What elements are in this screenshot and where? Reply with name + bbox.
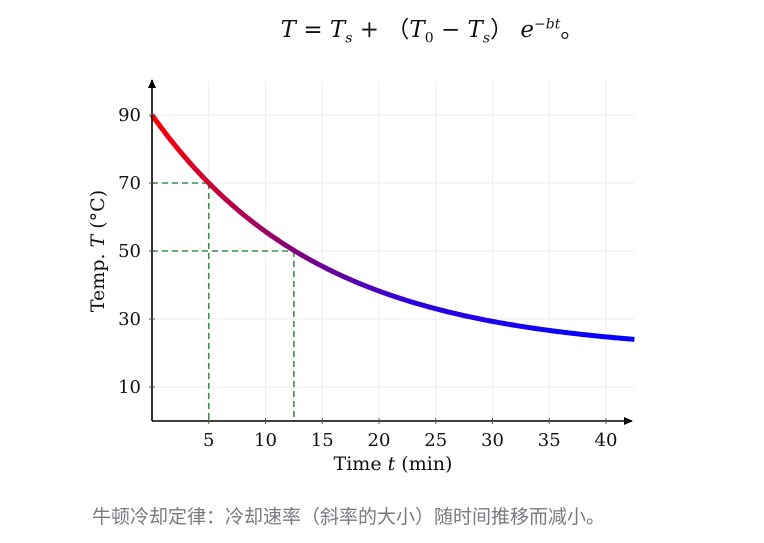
- grid-lines: [152, 81, 635, 421]
- y-tick-label: 50: [118, 241, 141, 262]
- formula-exp: −bt: [534, 16, 561, 33]
- formula: T = Ts + （T0 − Ts） e−bt。: [0, 10, 764, 47]
- formula-ts: T: [329, 17, 346, 43]
- formula-lhs: T: [280, 17, 297, 43]
- y-tick-label: 30: [118, 309, 141, 330]
- caption: 牛顿冷却定律：冷却速率（斜率的大小）随时间推移而减小。: [92, 506, 606, 528]
- x-axis-label: Time t (min): [334, 453, 453, 475]
- formula-ts-sub: s: [345, 30, 353, 47]
- y-tick-label: 10: [118, 377, 141, 398]
- formula-t0: T: [409, 17, 425, 43]
- x-tick-label: 15: [311, 430, 334, 451]
- x-tick-label: 25: [424, 430, 447, 451]
- formula-ts2: T: [467, 17, 483, 43]
- formula-plus: +: [359, 17, 380, 43]
- y-axis-label: Temp. T (°C): [87, 190, 109, 312]
- temperature-curve: [149, 113, 635, 342]
- formula-open: （: [386, 17, 410, 43]
- formula-close: ）: [490, 17, 514, 43]
- formula-minus: −: [440, 17, 461, 43]
- formula-e: e: [520, 17, 534, 43]
- x-tick-label: 20: [368, 430, 391, 451]
- x-tick-label: 5: [203, 430, 214, 451]
- formula-t0-sub: 0: [424, 30, 434, 47]
- formula-ts2-sub: s: [482, 30, 491, 47]
- x-tick-label: 30: [481, 430, 504, 451]
- formula-eq: =: [303, 17, 323, 43]
- x-tick-label: 35: [538, 430, 561, 451]
- y-tick-label: 70: [118, 173, 141, 194]
- y-tick-label: 90: [118, 105, 141, 126]
- formula-period: 。: [560, 17, 584, 43]
- x-tick-label: 40: [595, 430, 618, 451]
- dashed-guides: [152, 182, 295, 421]
- x-tick-label: 10: [254, 430, 277, 451]
- axis-ticks: 5 10 15 20 25 30 35 40 10 30 50 70 90: [118, 105, 617, 451]
